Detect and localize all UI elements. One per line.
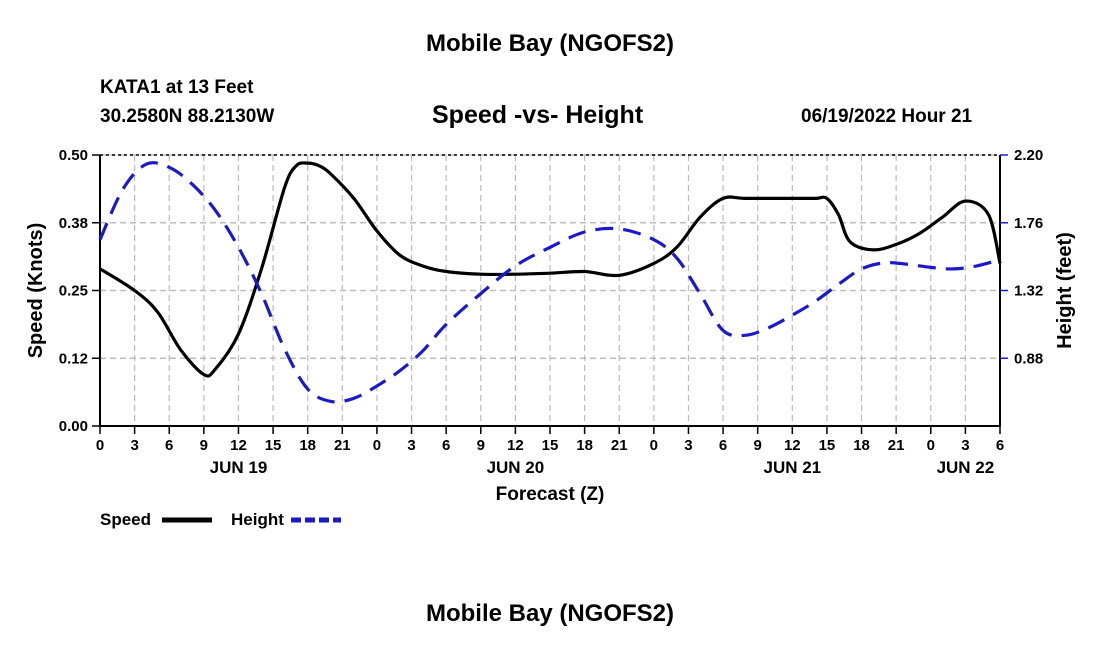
forecast-datestamp: 06/19/2022 Hour 21 [801,106,973,127]
chart-subtitle: Speed -vs- Height [432,101,644,129]
footer-title: Mobile Bay (NGOFS2) [425,600,675,627]
x-tick-label: 18 [853,437,870,454]
x-date-label: JUN 19 [210,458,268,477]
x-tick-label: 12 [507,437,524,454]
x-tick-label: 0 [650,437,658,454]
speed-series-line [99,161,1002,378]
x-tick-label: 15 [265,437,282,454]
x-tick-label: 6 [165,437,173,454]
legend-speed-label: Speed [100,510,152,529]
x-tick-label: 3 [407,437,415,454]
x-tick-label: 6 [719,437,727,454]
x-date-label: JUN 20 [487,458,545,477]
x-tick-label: 3 [684,437,692,454]
x-date-label: JUN 21 [763,458,821,477]
speed-height-chart: 0 3 6 9 12 15 18 21 0 3 6 9 12 15 18 21 0 3 6 9 12 15 18 21 0 3 6J… [25,147,1076,523]
x-tick-label: 3 [130,437,138,454]
y2-tick-label: 1.76 [1014,215,1043,232]
height-series-line [98,161,1001,404]
station-label: KATA1 at 13 Feet [100,77,254,98]
y2-tick-label: 1.32 [1014,283,1043,300]
y-axis-title: Speed (Knots) [25,223,47,359]
x-tick-label: 12 [230,437,247,454]
x-tick-label: 0 [373,437,381,454]
y2-tick-label: 2.20 [1014,147,1043,164]
legend-height-label: Height [231,510,284,529]
x-tick-label: 18 [576,437,593,454]
x-tick-label: 21 [611,437,628,454]
y-tick-label: 0.12 [59,350,88,367]
station-coordinates: 30.2580N 88.2130W [100,106,275,127]
x-tick-label: 6 [996,437,1004,454]
x-tick-label: 15 [542,437,559,454]
x-tick-label: 21 [334,437,351,454]
x-axis-title: Forecast (Z) [496,484,605,505]
x-tick-label: 0 [927,437,935,454]
x-tick-label: 9 [200,437,208,454]
x-tick-label: 12 [784,437,801,454]
chart-title: Mobile Bay (NGOFS2) [425,30,675,57]
x-tick-label: 15 [819,437,836,454]
y2-tick-label: 0.88 [1014,350,1043,367]
y-tick-label: 0.50 [59,147,88,164]
y-tick-label: 0.00 [59,418,88,435]
x-tick-label: 3 [961,437,969,454]
y-tick-label: 0.25 [59,283,88,300]
y-tick-label: 0.38 [59,215,88,232]
x-tick-label: 9 [754,437,762,454]
x-date-label: JUN 22 [937,458,995,477]
x-tick-label: 9 [477,437,485,454]
x-tick-label: 18 [299,437,316,454]
y2-axis-title: Height (feet) [1054,232,1076,349]
x-tick-label: 6 [442,437,450,454]
x-tick-label: 0 [96,437,104,454]
x-tick-label: 21 [888,437,905,454]
